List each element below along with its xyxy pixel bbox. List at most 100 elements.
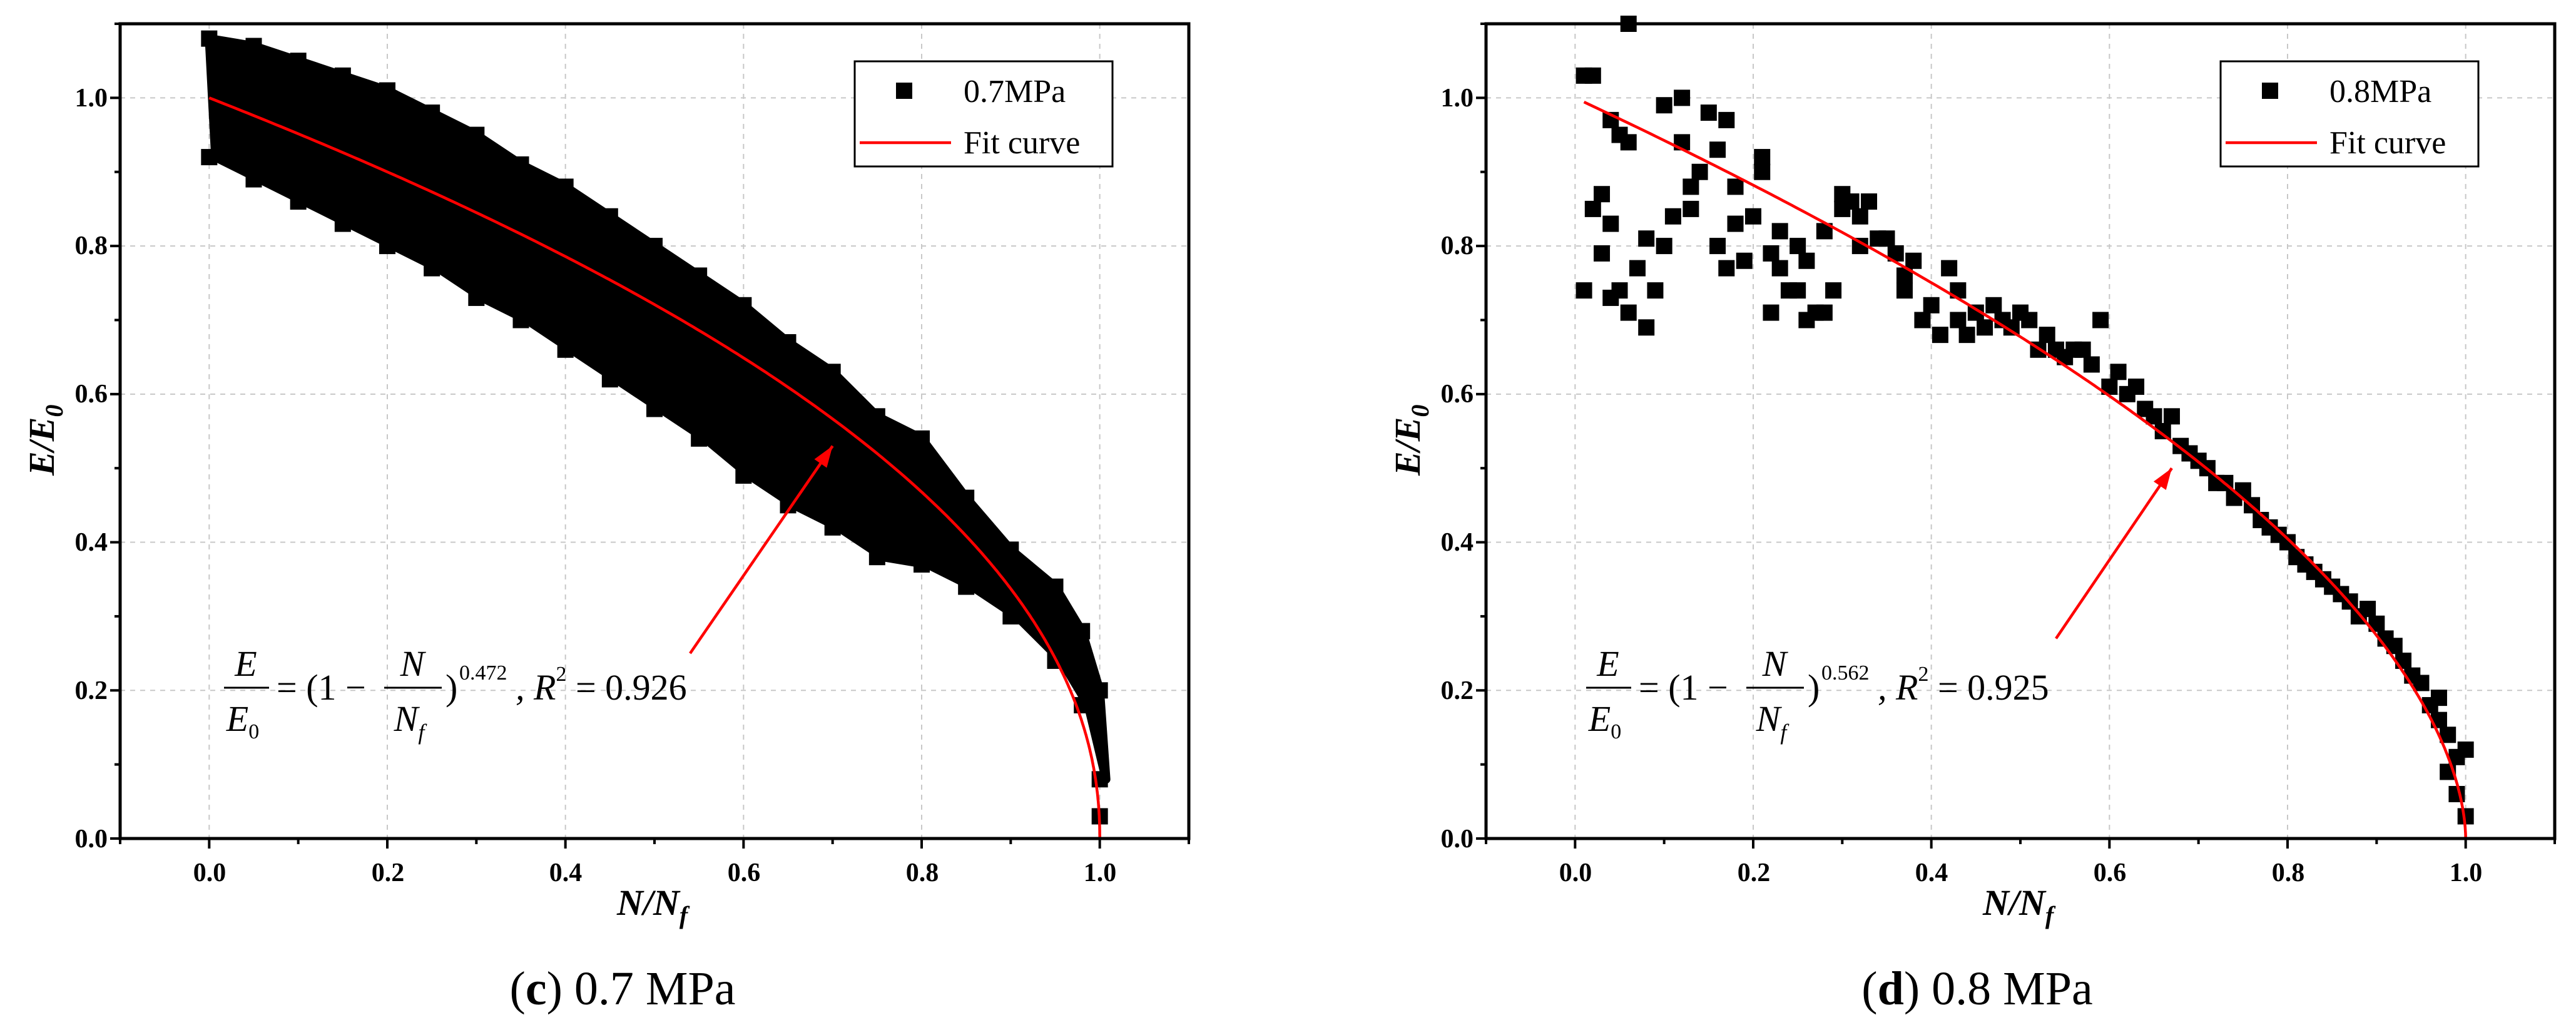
scatter-point bbox=[1620, 304, 1637, 321]
scatter-point bbox=[1594, 245, 1611, 262]
scatter-point bbox=[646, 238, 663, 255]
scatter-point bbox=[424, 260, 440, 277]
scatter-point bbox=[1584, 200, 1601, 217]
scatter-point bbox=[2163, 408, 2180, 425]
panel-d-annotation-arrow bbox=[2055, 467, 2173, 640]
panel-c-y-tick-labels: 0.0 0.2 0.4 0.6 0.8 1.0 bbox=[75, 84, 108, 854]
y-tick-label: 0.4 bbox=[75, 528, 108, 557]
scatter-point bbox=[914, 430, 930, 447]
scatter-point bbox=[2021, 312, 2038, 329]
scatter-point bbox=[735, 467, 752, 484]
scatter-point bbox=[1851, 208, 1868, 225]
eq-close: ) bbox=[445, 667, 457, 708]
y-tick-label: 0.0 bbox=[75, 825, 108, 854]
scatter-point bbox=[2360, 601, 2376, 618]
eq-den-e: E0 bbox=[1588, 698, 1621, 743]
panel-d-fit-curve bbox=[1583, 100, 2467, 839]
x-tick-label: 0.2 bbox=[1738, 859, 1771, 887]
scatter-point bbox=[2146, 408, 2162, 425]
scatter-point bbox=[780, 334, 797, 350]
scatter-point bbox=[1647, 282, 1664, 299]
scatter-point bbox=[1002, 541, 1019, 558]
scatter-point bbox=[1985, 297, 2002, 314]
scatter-point bbox=[1754, 163, 1771, 180]
eq-r2: , R2 = 0.926 bbox=[516, 663, 687, 708]
scatter-point bbox=[1843, 193, 1860, 210]
scatter-point bbox=[1736, 252, 1753, 269]
eq-den-e-main: E bbox=[226, 698, 248, 739]
scatter-point bbox=[512, 156, 529, 173]
panel-c-equation: E E0 = (1 − N Nf ) 0.472 , R2 = 0.926 bbox=[224, 643, 687, 745]
eq-den-e-sub: 0 bbox=[1611, 720, 1621, 743]
x-tick-label: 0.0 bbox=[193, 859, 227, 887]
eq-num-e: E bbox=[1596, 643, 1619, 684]
scatter-point bbox=[601, 208, 618, 225]
scatter-point bbox=[1763, 245, 1779, 262]
legend-box bbox=[2219, 60, 2480, 168]
x-axis-label-sub: f bbox=[2045, 901, 2056, 929]
caption-c-label: c bbox=[526, 962, 547, 1015]
arrow-shaft bbox=[689, 445, 834, 655]
scatter-point bbox=[1798, 252, 1815, 269]
y-axis-label-sub: 0 bbox=[40, 405, 68, 417]
scatter-point bbox=[1905, 252, 1922, 269]
scatter-point bbox=[691, 430, 708, 447]
eq-den-n: Nf bbox=[394, 698, 428, 745]
x-tick-label: 0.4 bbox=[1915, 859, 1948, 887]
scatter-point bbox=[468, 289, 485, 306]
legend-label-fit: Fit curve bbox=[2329, 125, 2446, 161]
y-tick-label: 0.2 bbox=[75, 676, 108, 705]
x-tick-label: 0.0 bbox=[1559, 859, 1592, 887]
scatter-point bbox=[557, 178, 574, 195]
y-tick-label: 0.8 bbox=[75, 232, 108, 260]
scatter-point bbox=[1074, 623, 1091, 640]
scatter-point bbox=[1932, 327, 1948, 344]
eq-r2: , R2 = 0.925 bbox=[1878, 663, 2049, 708]
caption-c-text: 0.7 MPa bbox=[574, 962, 736, 1015]
scatter-point bbox=[245, 38, 262, 54]
y-axis-label-sub: 0 bbox=[1406, 405, 1434, 417]
scatter-point bbox=[1709, 141, 1726, 158]
caption-d-text: 0.8 MPa bbox=[1932, 962, 2093, 1015]
scatter-point bbox=[1941, 260, 1958, 277]
eq-den-n-main: N bbox=[394, 698, 420, 739]
eq-close: ) bbox=[1808, 667, 1820, 708]
scatter-point bbox=[1656, 97, 1672, 114]
panel-d-y-tick-labels: 0.0 0.2 0.4 0.6 0.8 1.0 bbox=[1441, 84, 1474, 854]
x-tick-label: 1.0 bbox=[2450, 859, 2483, 887]
scatter-point bbox=[424, 105, 440, 121]
x-axis-label-main: N/N bbox=[616, 882, 681, 923]
scatter-point bbox=[868, 549, 885, 566]
scatter-point bbox=[2039, 327, 2055, 344]
panel-c-y-axis-label: E/E0 bbox=[21, 405, 68, 477]
scatter-point bbox=[2448, 785, 2465, 802]
scatter-point bbox=[1727, 215, 1744, 232]
scatter-point bbox=[735, 297, 752, 314]
scatter-point bbox=[1638, 319, 1655, 336]
scatter-point bbox=[1576, 282, 1592, 299]
scatter-point bbox=[958, 578, 975, 595]
scatter-point bbox=[1700, 105, 1717, 121]
scatter-point bbox=[1611, 282, 1628, 299]
eq-den-e-main: E bbox=[1588, 698, 1611, 739]
x-tick-label: 0.6 bbox=[2094, 859, 2127, 887]
scatter-point bbox=[2430, 690, 2447, 706]
y-tick-label: 0.6 bbox=[1441, 380, 1474, 409]
scatter-point bbox=[2110, 364, 2127, 380]
scatter-point bbox=[1914, 312, 1931, 329]
eq-r2-power: 2 bbox=[1918, 663, 1928, 686]
eq-r2-suffix: = 0.925 bbox=[1928, 667, 2049, 708]
scatter-point bbox=[2234, 482, 2251, 499]
panel-d-x-tick-labels: 0.0 0.2 0.4 0.6 0.8 1.0 bbox=[1559, 859, 2483, 887]
scatter-point bbox=[1683, 200, 1699, 217]
scatter-point bbox=[1958, 327, 1975, 344]
scatter-point bbox=[1594, 186, 1611, 203]
scatter-point bbox=[1771, 223, 1788, 240]
scatter-point bbox=[958, 489, 975, 506]
scatter-point bbox=[1950, 312, 1967, 329]
scatter-point bbox=[1896, 282, 1913, 299]
scatter-point bbox=[1664, 208, 1681, 225]
panel-c-ticks bbox=[110, 23, 1190, 849]
scatter-point bbox=[557, 341, 574, 358]
